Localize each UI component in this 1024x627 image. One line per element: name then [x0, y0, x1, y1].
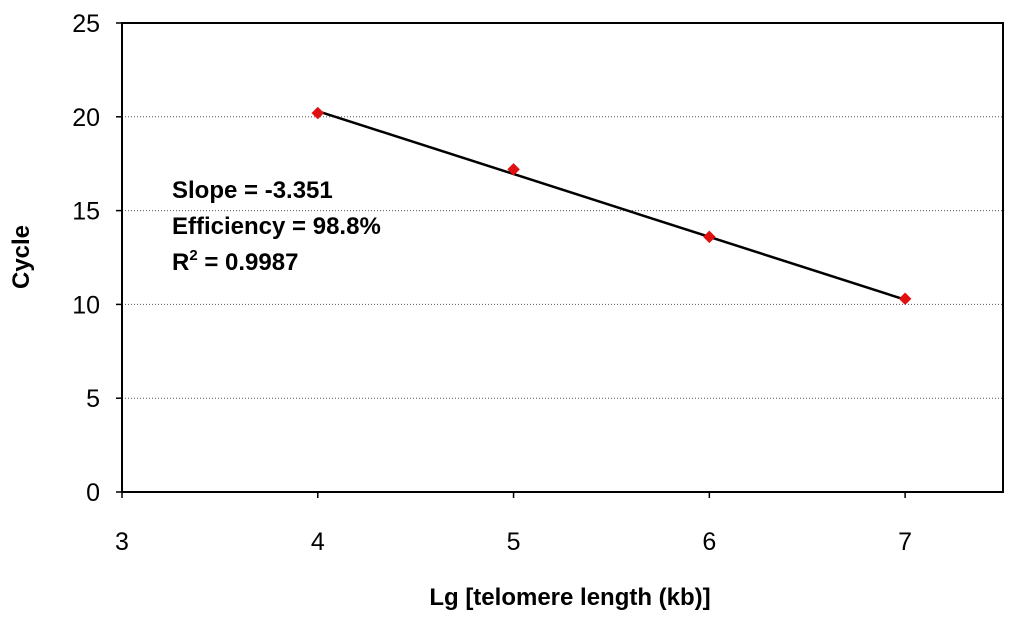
y-tick-label-5: 5	[86, 385, 100, 413]
x-tick-label-5: 5	[507, 528, 521, 556]
data-point-6	[702, 230, 716, 244]
y-axis-title: Cycle	[8, 225, 35, 289]
y-tick-label-20: 20	[72, 104, 100, 132]
y-tick-labels: 0 5 10 15 20 25	[72, 10, 100, 507]
data-points	[311, 106, 912, 306]
r-squared-letter: R	[172, 249, 189, 276]
data-point-7	[898, 292, 912, 306]
annotation-slope: Slope = -3.351	[172, 177, 333, 204]
x-tick-label-7: 7	[898, 528, 912, 556]
data-point-4	[311, 106, 325, 120]
x-tick-label-6: 6	[702, 528, 716, 556]
y-tick-marks	[116, 22, 122, 493]
y-tick-label-10: 10	[72, 291, 100, 319]
y-tick-label-25: 25	[72, 10, 100, 38]
y-tick-label-15: 15	[72, 198, 100, 226]
r-squared-value: = 0.9987	[198, 249, 299, 276]
y-tick-label-0: 0	[86, 479, 100, 507]
x-tick-labels: 3 4 5 6 7	[115, 528, 912, 556]
plot-area-border	[121, 22, 1004, 493]
annotation-efficiency: Efficiency = 98.8%	[172, 213, 381, 240]
x-tick-label-3: 3	[115, 528, 129, 556]
x-tick-marks	[121, 492, 906, 498]
trendline	[317, 109, 906, 301]
annotation-r-squared: R2 = 0.9987	[172, 247, 298, 276]
r-squared-superscript: 2	[189, 247, 197, 264]
data-point-5	[507, 162, 520, 176]
x-axis-title: Lg [telomere length (kb)]	[429, 584, 710, 611]
x-tick-label-4: 4	[311, 528, 325, 556]
